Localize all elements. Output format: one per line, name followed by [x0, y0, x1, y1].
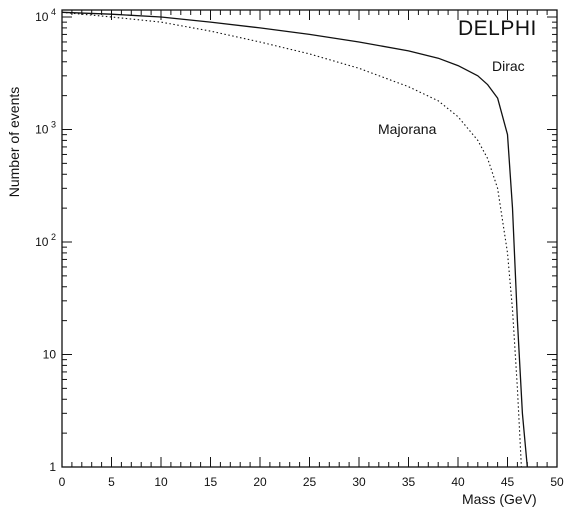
y-tick-label: 10 4 [35, 7, 56, 24]
y-tick-label: 1 [49, 460, 56, 474]
x-tick-label: 25 [303, 475, 317, 489]
y-tick-base: 10 [35, 123, 49, 137]
series-label-majorana: Majorana [378, 121, 437, 137]
series-line-majorana [61, 11, 522, 468]
y-tick-exponent: 4 [48, 7, 56, 17]
x-tick-label: 30 [352, 475, 366, 489]
x-axis-ticks: 0 5 10 15 20 25 30 35 40 45 50 [59, 10, 564, 489]
y-tick-exponent: 2 [48, 232, 56, 242]
plot-frame [61, 9, 558, 468]
y-tick-base: 10 [35, 235, 49, 249]
x-tick-label: 5 [108, 475, 115, 489]
y-tick-label: 10 [43, 348, 57, 362]
series-label-dirac: Dirac [492, 58, 525, 74]
series-line-dirac [61, 11, 528, 468]
experiment-label: DELPHI [458, 17, 537, 40]
x-tick-label: 10 [154, 475, 168, 489]
series-lines [61, 11, 528, 468]
x-tick-label: 40 [451, 475, 465, 489]
x-axis-title: Mass (GeV) [462, 491, 537, 507]
y-tick-exponent: 3 [48, 120, 56, 130]
x-tick-label: 20 [253, 475, 267, 489]
y-tick-base: 1 [49, 460, 56, 474]
x-tick-label: 0 [59, 475, 66, 489]
y-axis-title: Number of events [6, 87, 22, 198]
y-tick-base: 10 [35, 10, 49, 24]
x-tick-label: 15 [204, 475, 218, 489]
y-tick-label: 10 3 [35, 120, 56, 137]
y-tick-base: 10 [43, 348, 57, 362]
x-tick-label: 35 [402, 475, 416, 489]
y-tick-label: 10 2 [35, 232, 56, 249]
x-tick-label: 45 [501, 475, 515, 489]
x-tick-label: 50 [550, 475, 564, 489]
